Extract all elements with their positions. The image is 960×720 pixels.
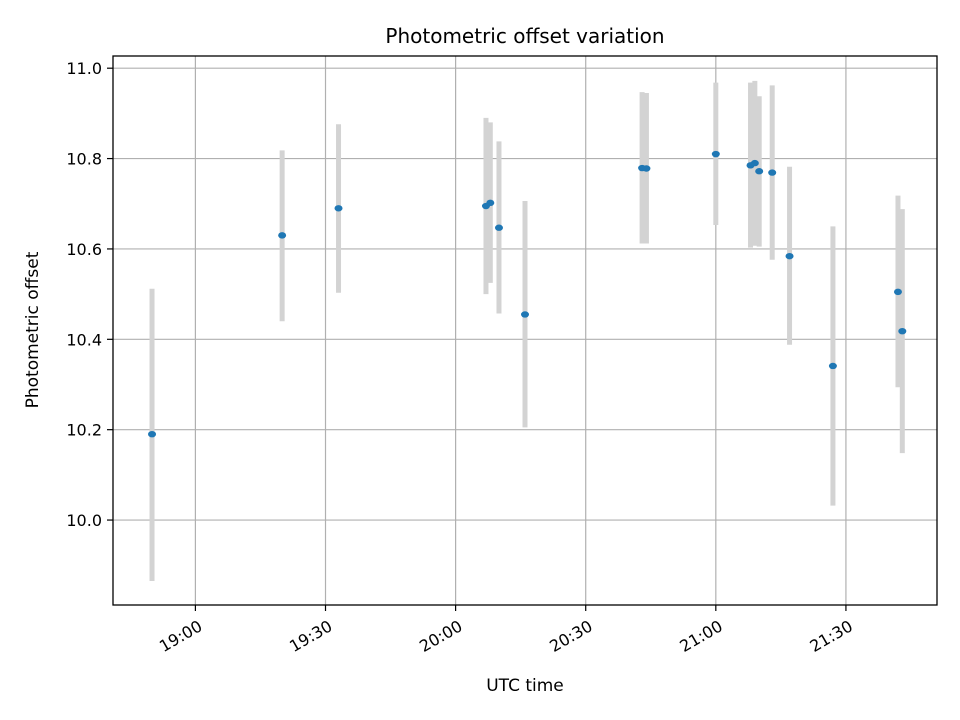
data-point bbox=[893, 288, 902, 296]
y-tick-label: 10.2 bbox=[66, 421, 102, 440]
x-axis-title: UTC time bbox=[486, 676, 564, 696]
y-tick-label: 10.4 bbox=[66, 330, 102, 349]
data-point bbox=[898, 327, 907, 335]
data-point bbox=[278, 232, 287, 239]
data-point bbox=[750, 159, 759, 167]
data-points bbox=[148, 150, 907, 438]
data-point bbox=[486, 199, 495, 207]
plot-frame bbox=[112, 55, 938, 606]
y-axis-title: Photometric offset bbox=[23, 251, 43, 408]
chart-title: Photometric offset variation bbox=[385, 24, 664, 48]
y-axis-ticks: 10.0 10.2 10.4 10.6 10.8 11.0 bbox=[66, 59, 113, 530]
y-tick-label: 11.0 bbox=[66, 59, 102, 78]
y-tick-label: 10.6 bbox=[66, 240, 102, 259]
data-point bbox=[494, 224, 503, 231]
data-point bbox=[785, 252, 794, 260]
data-point bbox=[521, 311, 529, 318]
data-point bbox=[711, 150, 720, 158]
data-point bbox=[148, 431, 157, 438]
data-point bbox=[768, 169, 777, 176]
data-point bbox=[642, 165, 651, 172]
data-point bbox=[828, 362, 837, 370]
y-tick-label: 10.8 bbox=[66, 150, 102, 169]
y-tick-label: 10.0 bbox=[66, 511, 102, 530]
data-point bbox=[334, 205, 343, 212]
data-point bbox=[755, 168, 764, 175]
